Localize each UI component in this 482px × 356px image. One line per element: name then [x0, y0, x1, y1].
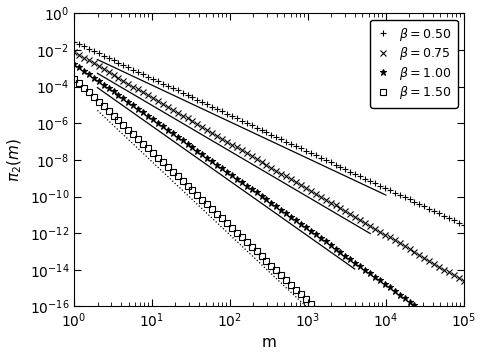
$\beta = 1.50$ — [71, 77, 77, 81]
$\beta = 1.00$ — [337, 250, 343, 254]
$\beta = 0.75$ — [323, 198, 329, 202]
$\beta = 0.75$ — [337, 206, 343, 210]
$\beta = 0.50$ — [337, 165, 343, 169]
Line: $\beta = 1.00$: $\beta = 1.00$ — [70, 60, 468, 346]
$\beta = 0.75$ — [303, 186, 309, 190]
$\beta = 1.50$ — [308, 302, 314, 306]
$\beta = 0.50$ — [308, 151, 314, 155]
$\beta = 0.75$ — [461, 279, 467, 283]
$\beta = 0.75$ — [416, 253, 422, 257]
$\beta = 1.00$ — [71, 62, 77, 66]
$\beta = 1.50$ — [303, 297, 309, 302]
$\beta = 0.50$ — [303, 149, 309, 153]
Line: $\beta = 0.75$: $\beta = 0.75$ — [70, 48, 468, 285]
$\beta = 1.00$ — [308, 229, 314, 233]
$\beta = 1.00$ — [244, 183, 250, 188]
$\beta = 1.00$ — [323, 239, 329, 244]
X-axis label: m: m — [262, 335, 276, 350]
$\beta = 1.50$ — [337, 331, 343, 336]
$\beta = 1.50$ — [244, 240, 250, 244]
$\beta = 0.50$ — [323, 158, 329, 162]
Line: $\beta = 0.50$: $\beta = 0.50$ — [70, 38, 468, 229]
$\beta = 0.50$ — [416, 202, 422, 206]
$\beta = 1.00$ — [303, 225, 309, 230]
$\beta = 0.50$ — [461, 223, 467, 227]
Legend: $\beta = 0.50$, $\beta = 0.75$, $\beta = 1.00$, $\beta = 1.50$: $\beta = 0.50$, $\beta = 0.75$, $\beta =… — [370, 20, 457, 108]
$\beta = 0.50$ — [244, 121, 250, 125]
$\beta = 1.00$ — [461, 340, 467, 344]
$\beta = 0.50$ — [71, 40, 77, 44]
$\beta = 0.75$ — [308, 189, 314, 193]
$\beta = 1.00$ — [416, 307, 422, 311]
Line: $\beta = 1.50$: $\beta = 1.50$ — [71, 76, 467, 356]
$\beta = 0.75$ — [244, 151, 250, 155]
$\beta = 1.50$ — [323, 317, 329, 321]
Y-axis label: $\pi_2(m)$: $\pi_2(m)$ — [6, 138, 24, 182]
$\beta = 0.75$ — [71, 49, 77, 54]
